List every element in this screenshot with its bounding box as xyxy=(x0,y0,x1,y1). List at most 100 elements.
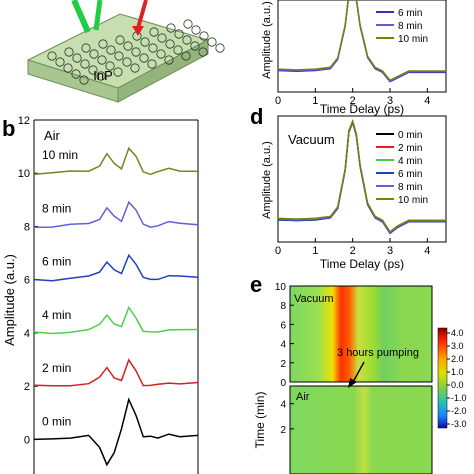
lattice-hex xyxy=(164,55,174,65)
panel-b-y-ticks: 0 2 4 6 8 10 12 xyxy=(18,115,38,446)
x-tick-label: 3 xyxy=(387,95,393,107)
lattice-hex xyxy=(105,61,115,71)
lattice-hex xyxy=(64,47,74,57)
lattice-hex xyxy=(149,27,159,37)
lattice-hex xyxy=(148,43,158,53)
panel-c-y-label: Amplitude (a.u.) xyxy=(261,1,273,79)
legend-label: 10 min xyxy=(398,195,428,206)
lattice-hex xyxy=(79,75,89,85)
panel-b-annotation: Air xyxy=(44,128,61,143)
x-tick-label: 4 xyxy=(424,95,430,107)
series-line-10-min xyxy=(277,0,446,82)
panel-d-series xyxy=(277,118,446,235)
x-tick-label: 2 xyxy=(350,245,356,257)
lattice-hex xyxy=(147,59,157,69)
legend-label: 8 min xyxy=(398,21,422,32)
panel-b-y-label: Amplitude (a.u.) xyxy=(2,254,17,346)
y-tick-label: 6 xyxy=(24,275,30,287)
lattice-hex xyxy=(157,33,167,43)
legend-label: 8 min xyxy=(398,182,422,193)
y-tick-label: 6 xyxy=(280,320,286,331)
x-tick-label: 0 xyxy=(275,95,281,107)
legend-label: 10 min xyxy=(398,34,428,45)
panel-b-letter: b xyxy=(2,116,15,141)
panel-b-series-labels: 0 min 2 min 4 min 6 min 8 min 10 min xyxy=(42,148,78,428)
y-tick-label: 10 xyxy=(275,282,287,293)
panel-d-y-label: Amplitude (a.u.) xyxy=(261,141,273,219)
red-beam-arrow xyxy=(132,26,144,36)
lattice-hex xyxy=(81,43,91,53)
panel-d-legend: 0 min 2 min 4 min 6 min 8 min 10 min xyxy=(376,130,428,206)
lattice-hex xyxy=(47,51,57,61)
substrate-side xyxy=(117,39,209,103)
lattice-hex xyxy=(140,37,150,47)
series-label: 8 min xyxy=(42,201,71,215)
pumping-annotation: 3 hours pumping xyxy=(337,347,419,359)
lattice-hex xyxy=(72,53,82,63)
series-line-10-min xyxy=(277,118,446,233)
x-tick-label: 3 xyxy=(387,245,393,257)
x-tick-label: 0 xyxy=(275,245,281,257)
lattice-hex xyxy=(115,35,125,45)
lattice-hex xyxy=(96,71,106,81)
panel-b: b 0 2 4 6 8 10 12 0 min 2 min 4 min 6 min 8 min 10 … xyxy=(2,115,199,474)
series-line-2-min xyxy=(33,358,199,387)
y-tick-label: 2 xyxy=(280,425,286,436)
legend-label: 0 min xyxy=(398,130,422,141)
series-label: 4 min xyxy=(42,308,71,322)
lattice-hex xyxy=(139,53,149,63)
colorbar-tick-label: 1.0 xyxy=(451,367,464,377)
series-line-6-min xyxy=(33,253,199,282)
lattice-hex xyxy=(98,39,108,49)
y-tick-label: 0 xyxy=(24,434,30,446)
lattice-hex xyxy=(71,69,81,79)
colorbar-tick-label: -3.0 xyxy=(451,419,467,429)
pumping-arrow-head xyxy=(348,378,357,388)
heatmap-vacuum-label: Vacuum xyxy=(294,293,334,305)
panel-d-frame xyxy=(277,115,447,243)
colorbar-tick-label: 3.0 xyxy=(451,341,464,351)
panel-c-x-ticks: 0 1 2 3 4 xyxy=(275,88,430,107)
lattice-hex xyxy=(173,45,183,55)
y-tick-label: 4 xyxy=(24,328,30,340)
series-label: 0 min xyxy=(42,414,71,428)
graphene-lattice xyxy=(47,19,225,85)
lattice-hex xyxy=(131,47,141,57)
y-tick-label: 12 xyxy=(18,115,30,127)
series-line-8-min xyxy=(33,200,199,229)
schematic-panel: InP xyxy=(26,0,225,103)
y-tick-label: 10 xyxy=(18,168,30,180)
series-label: 10 min xyxy=(42,148,78,162)
panel-c-series xyxy=(277,0,446,83)
lattice-hex xyxy=(89,49,99,59)
y-tick-label: 0 xyxy=(280,378,286,389)
x-tick-label: 1 xyxy=(312,95,318,107)
x-tick-label: 1 xyxy=(312,245,318,257)
panel-c-frame xyxy=(277,0,447,93)
red-beam xyxy=(136,0,148,29)
green-beam-2 xyxy=(93,0,103,31)
lattice-hex xyxy=(174,29,184,39)
y-tick-label: 8 xyxy=(280,301,286,312)
panel-d-letter: d xyxy=(250,104,263,129)
legend-label: 2 min xyxy=(398,143,422,154)
panel-c-legend: 6 min 8 min 10 min xyxy=(376,8,428,45)
colorbar-tick-label: 4.0 xyxy=(451,328,464,338)
lattice-hex xyxy=(80,59,90,69)
colorbar xyxy=(437,327,448,429)
lattice-hex xyxy=(183,19,193,29)
panel-d-x-ticks: 0 1 2 3 4 xyxy=(275,238,430,257)
lattice-hex xyxy=(191,25,201,35)
lattice-hex xyxy=(198,47,208,57)
lattice-hex xyxy=(165,39,175,49)
lattice-hex xyxy=(156,49,166,59)
lattice-hex xyxy=(122,57,132,67)
legend-label: 6 min xyxy=(398,169,422,180)
legend-label: 6 min xyxy=(398,8,422,19)
colorbar-tick-label: -2.0 xyxy=(451,406,467,416)
colorbar-tick-label: 2.0 xyxy=(451,354,464,364)
series-line-0-min xyxy=(33,397,199,467)
lattice-hex xyxy=(166,23,176,33)
y-tick-label: 2 xyxy=(24,381,30,393)
